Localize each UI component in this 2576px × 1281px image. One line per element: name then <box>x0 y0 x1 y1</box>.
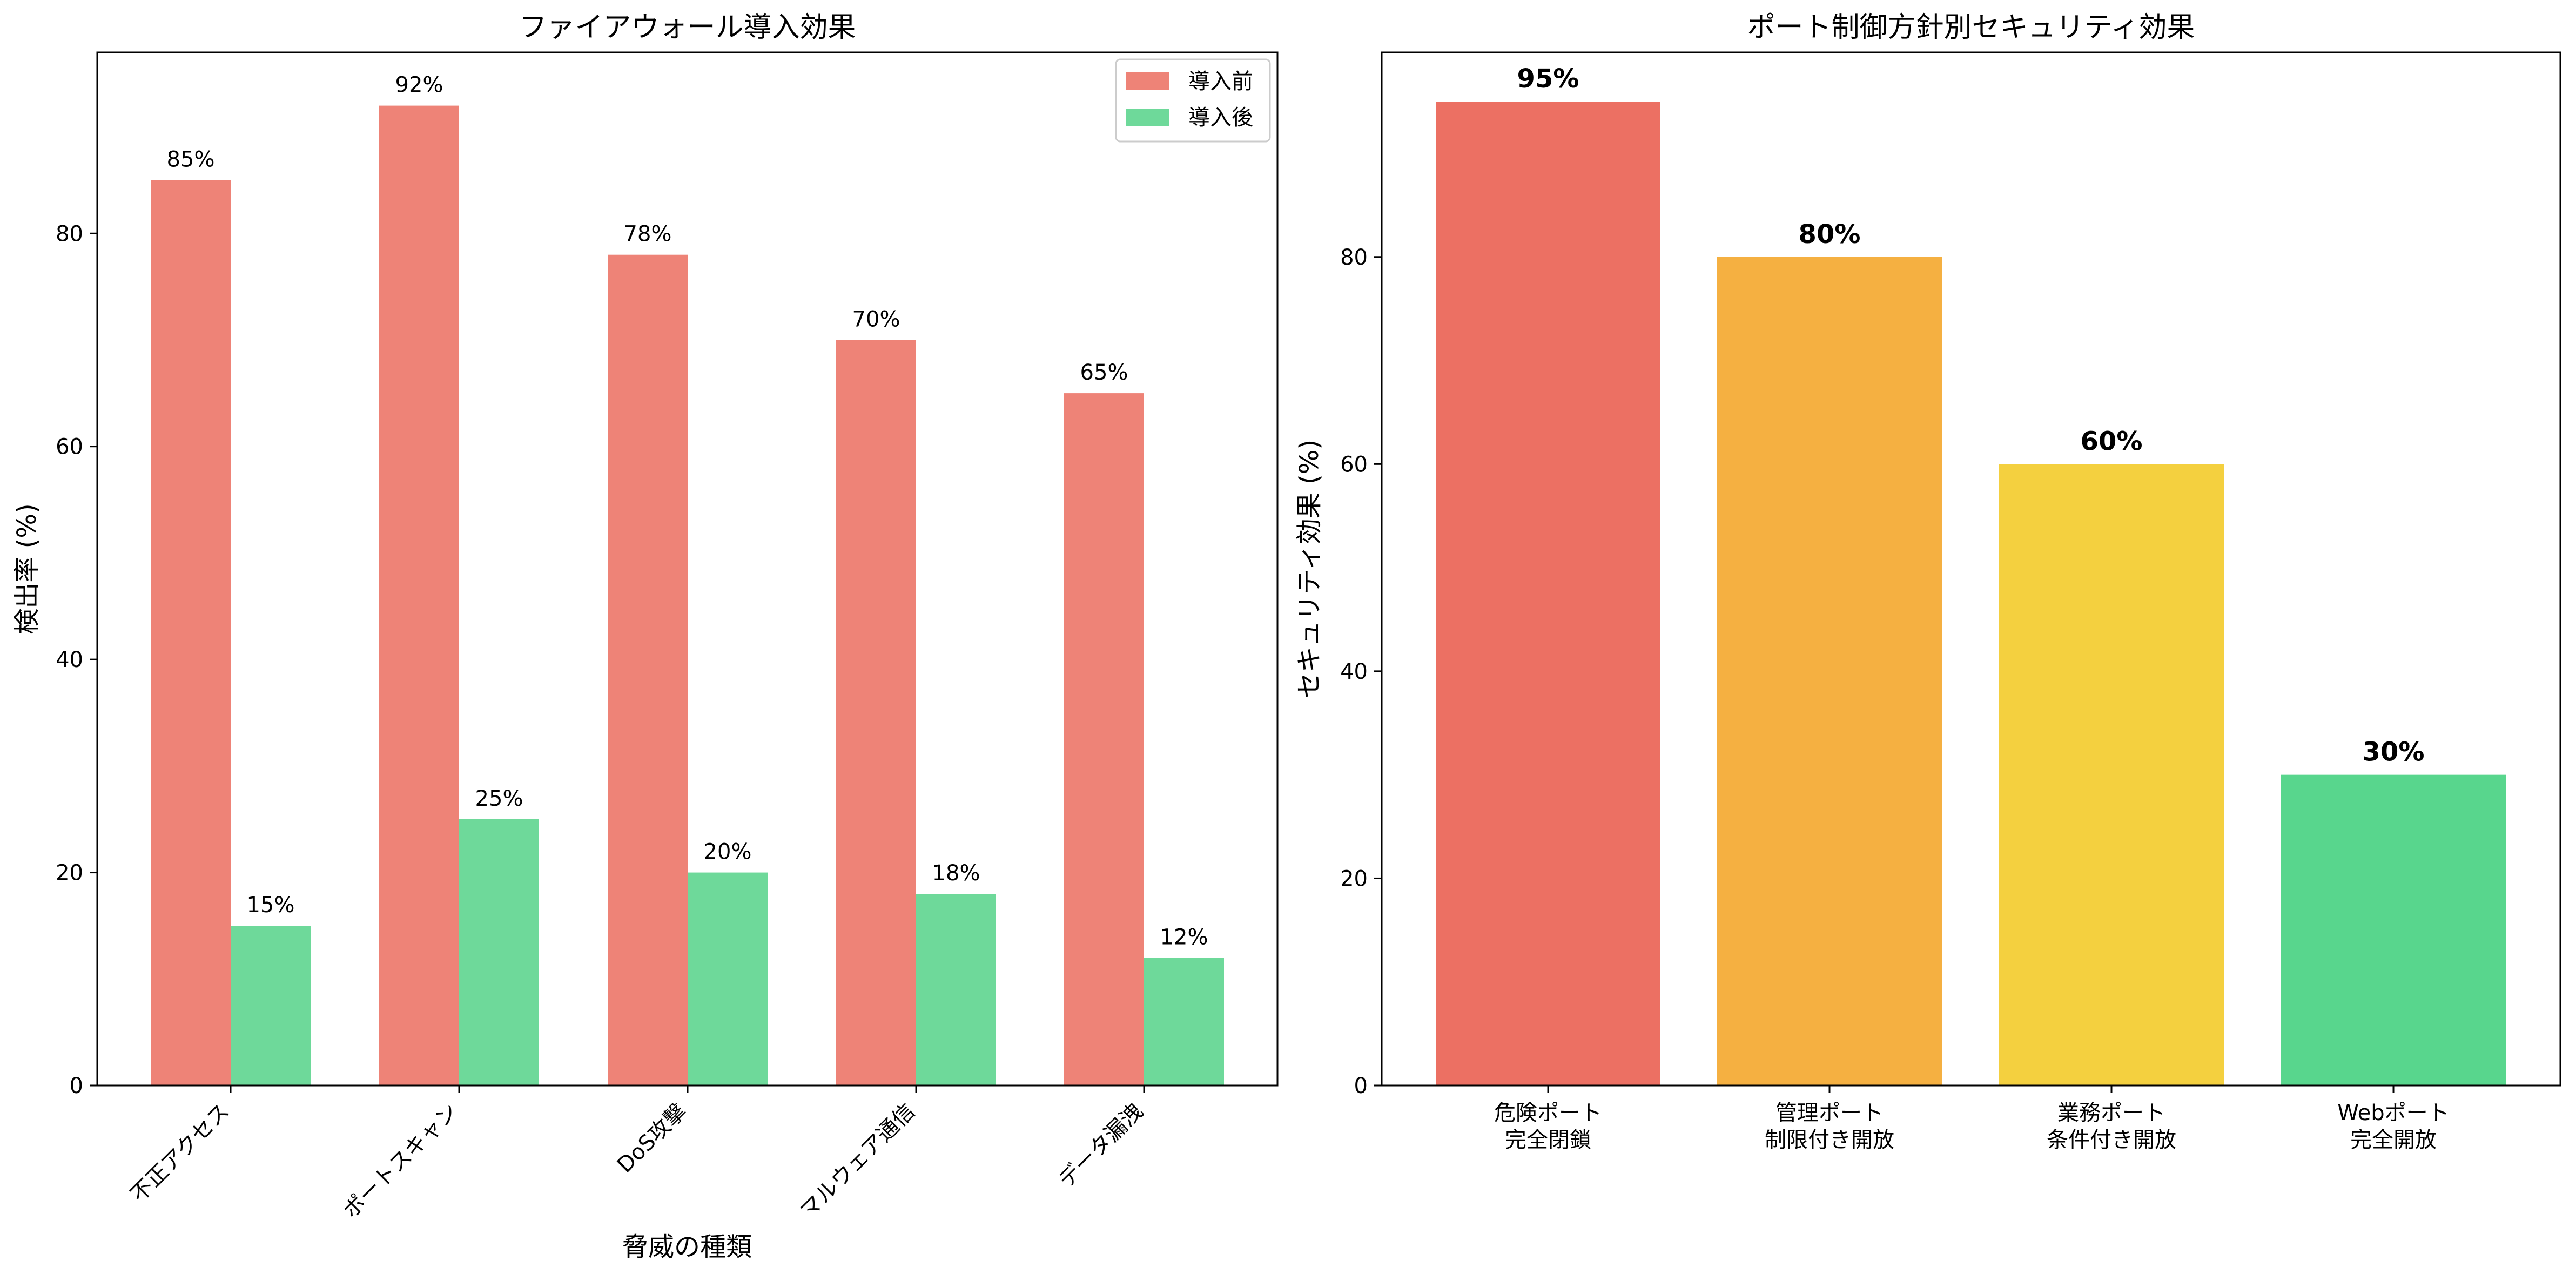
left-bar-before-4 <box>1064 393 1144 1086</box>
left-bar-before-2 <box>608 254 688 1086</box>
left-bar-label-after-1: 25% <box>475 786 523 811</box>
left-bar-label-after-2: 20% <box>704 840 752 865</box>
right-bar-1 <box>1717 257 1942 1086</box>
left-legend-label-before: 導入前 <box>1188 69 1253 94</box>
right-chart-title: ポート制御方針別セキュリティ効果 <box>1747 11 2195 44</box>
right-y-tick-label-3: 60 <box>1340 452 1368 477</box>
right-y-tick-label-4: 80 <box>1340 245 1368 270</box>
left-y-tick-label-0: 0 <box>70 1074 83 1098</box>
left-legend-swatch-after <box>1126 109 1169 126</box>
left-bar-label-before-2: 78% <box>624 222 672 247</box>
left-bar-before-1 <box>379 105 459 1086</box>
left-bar-label-after-3: 18% <box>932 861 980 886</box>
left-y-axis: 0 20 40 60 80 <box>56 221 97 1098</box>
right-y-tick-label-2: 40 <box>1340 659 1368 684</box>
left-y-tick-label-4: 80 <box>56 221 83 246</box>
left-y-tick-label-3: 60 <box>56 435 83 460</box>
left-legend-swatch-before <box>1126 72 1169 90</box>
left-bar-label-before-3: 70% <box>852 307 900 332</box>
left-bar-before-0 <box>151 180 231 1086</box>
left-bar-label-before-0: 85% <box>167 147 215 172</box>
left-legend-label-after: 導入後 <box>1188 105 1253 130</box>
left-y-tick-label-2: 40 <box>56 648 83 672</box>
right-bar-label-0: 95% <box>1517 64 1579 94</box>
right-bar-2 <box>1999 464 2224 1086</box>
left-bar-after-1 <box>459 819 539 1086</box>
left-bar-label-after-0: 15% <box>247 893 295 918</box>
left-bar-label-before-1: 92% <box>395 73 443 98</box>
left-bar-after-4 <box>1144 958 1224 1086</box>
right-plot-frame <box>1381 51 2561 1087</box>
right-x-tick-label-0-line-1: 完全閉鎖 <box>1505 1128 1591 1152</box>
right-bar-label-1: 80% <box>1799 219 1861 250</box>
right-bars <box>1436 102 2506 1086</box>
right-bar-label-3: 30% <box>2363 737 2425 767</box>
left-bar-labels: 85% 92% 78% 70% 65% 15% 25% 20% 18% 12% <box>167 73 1208 950</box>
left-y-axis-label: 検出率 (%) <box>12 503 42 634</box>
right-y-axis-label: セキュリティ効果 (%) <box>1294 440 1324 698</box>
right-x-tick-label-1-line-0: 管理ポート <box>1775 1101 1884 1125</box>
right-x-tick-label-2-line-0: 業務ポート <box>2057 1101 2165 1125</box>
right-y-axis: 0 20 40 60 80 <box>1340 245 1382 1098</box>
port-policy-chart: ポート制御方針別セキュリティ効果 95%80%60%30% 020406080 … <box>1294 11 2561 1152</box>
left-bars <box>151 105 1224 1086</box>
right-x-tick-label-2-line-1: 条件付き開放 <box>2047 1128 2176 1152</box>
left-bar-after-3 <box>916 894 996 1086</box>
left-y-tick-label-1: 20 <box>56 861 83 886</box>
right-bar-0 <box>1436 102 1660 1086</box>
left-bar-label-before-4: 65% <box>1080 360 1128 385</box>
left-chart-title: ファイアウォール導入効果 <box>519 11 856 44</box>
left-bar-after-2 <box>688 872 768 1086</box>
right-x-tick-label-0-line-0: 危険ポート <box>1494 1101 1602 1125</box>
right-x-tick-label-3-line-1: 完全開放 <box>2350 1128 2437 1152</box>
left-x-axis-label: 脅威の種類 <box>622 1232 752 1262</box>
right-bar-label-2: 60% <box>2081 426 2143 456</box>
right-bar-labels: 95% 80% 60% 30% <box>1517 64 2425 767</box>
left-plot-frame <box>96 51 1279 1087</box>
left-bar-label-after-4: 12% <box>1160 925 1208 949</box>
right-bar-3 <box>2281 774 2506 1086</box>
right-y-tick-label-1: 20 <box>1340 866 1368 891</box>
left-bar-before-3 <box>836 340 916 1086</box>
right-x-tick-label-1-line-1: 制限付き開放 <box>1765 1128 1894 1152</box>
right-x-tick-label-3-line-0: Webポート <box>2337 1101 2449 1125</box>
left-bar-after-0 <box>231 926 311 1086</box>
right-y-tick-label-0: 0 <box>1354 1074 1368 1098</box>
